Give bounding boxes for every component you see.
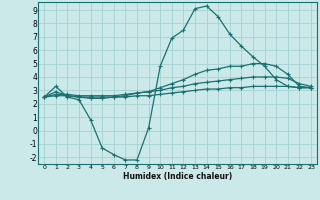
X-axis label: Humidex (Indice chaleur): Humidex (Indice chaleur) [123,172,232,181]
